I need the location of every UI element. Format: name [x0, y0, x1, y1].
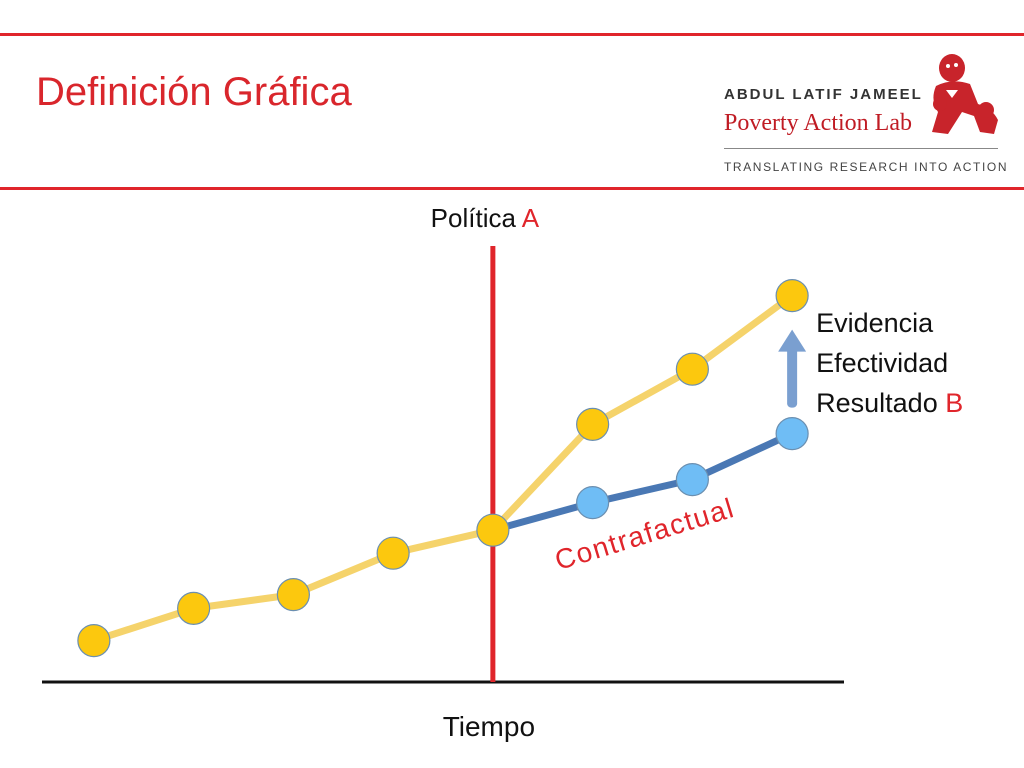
treatment-point — [276, 577, 310, 612]
counterfactual-point — [675, 463, 709, 497]
effect-arrow — [778, 329, 807, 408]
treatment-point — [77, 623, 111, 658]
logo-figure-icon — [932, 54, 998, 134]
counterfactual-point — [576, 486, 610, 520]
treatment-series-line — [90, 292, 796, 645]
counterfactual-series-line — [489, 430, 796, 534]
logo-tagline: TRANSLATING RESEARCH INTO ACTION — [724, 160, 1009, 174]
logo-line1: ABDUL LATIF JAMEEL — [724, 86, 923, 103]
effect-arrow-shaft — [787, 347, 798, 408]
x-axis-label: Tiempo — [443, 711, 535, 742]
treatment-point — [376, 536, 410, 570]
counterfactual-point — [775, 417, 809, 451]
treatment-point — [476, 513, 510, 547]
annotation-letter: B — [945, 388, 963, 418]
effect-annotation: Evidencia Efectividad Resultado B — [816, 308, 963, 418]
annotation-line: Resultado — [816, 388, 945, 418]
policy-label-prefix: Política — [431, 203, 522, 233]
logo-divider — [724, 148, 998, 149]
header-bottom-rule — [0, 187, 1024, 190]
policy-label-letter: A — [522, 203, 540, 233]
top-rule — [0, 33, 1024, 36]
policy-label: Política A — [431, 203, 540, 233]
slide-title: Definición Gráfica — [36, 70, 352, 114]
effect-arrow-head — [778, 329, 807, 352]
treatment-point — [675, 352, 709, 386]
treatment-point — [775, 279, 809, 313]
treatment-point — [576, 407, 610, 441]
jpal-logo: ABDUL LATIF JAMEEL Poverty Action Lab TR… — [724, 52, 1007, 182]
annotation-line: Evidencia — [816, 308, 934, 338]
logo-line2: Poverty Action Lab — [724, 110, 912, 136]
annotation-line: Efectividad — [816, 348, 948, 378]
treatment-point — [177, 591, 211, 626]
